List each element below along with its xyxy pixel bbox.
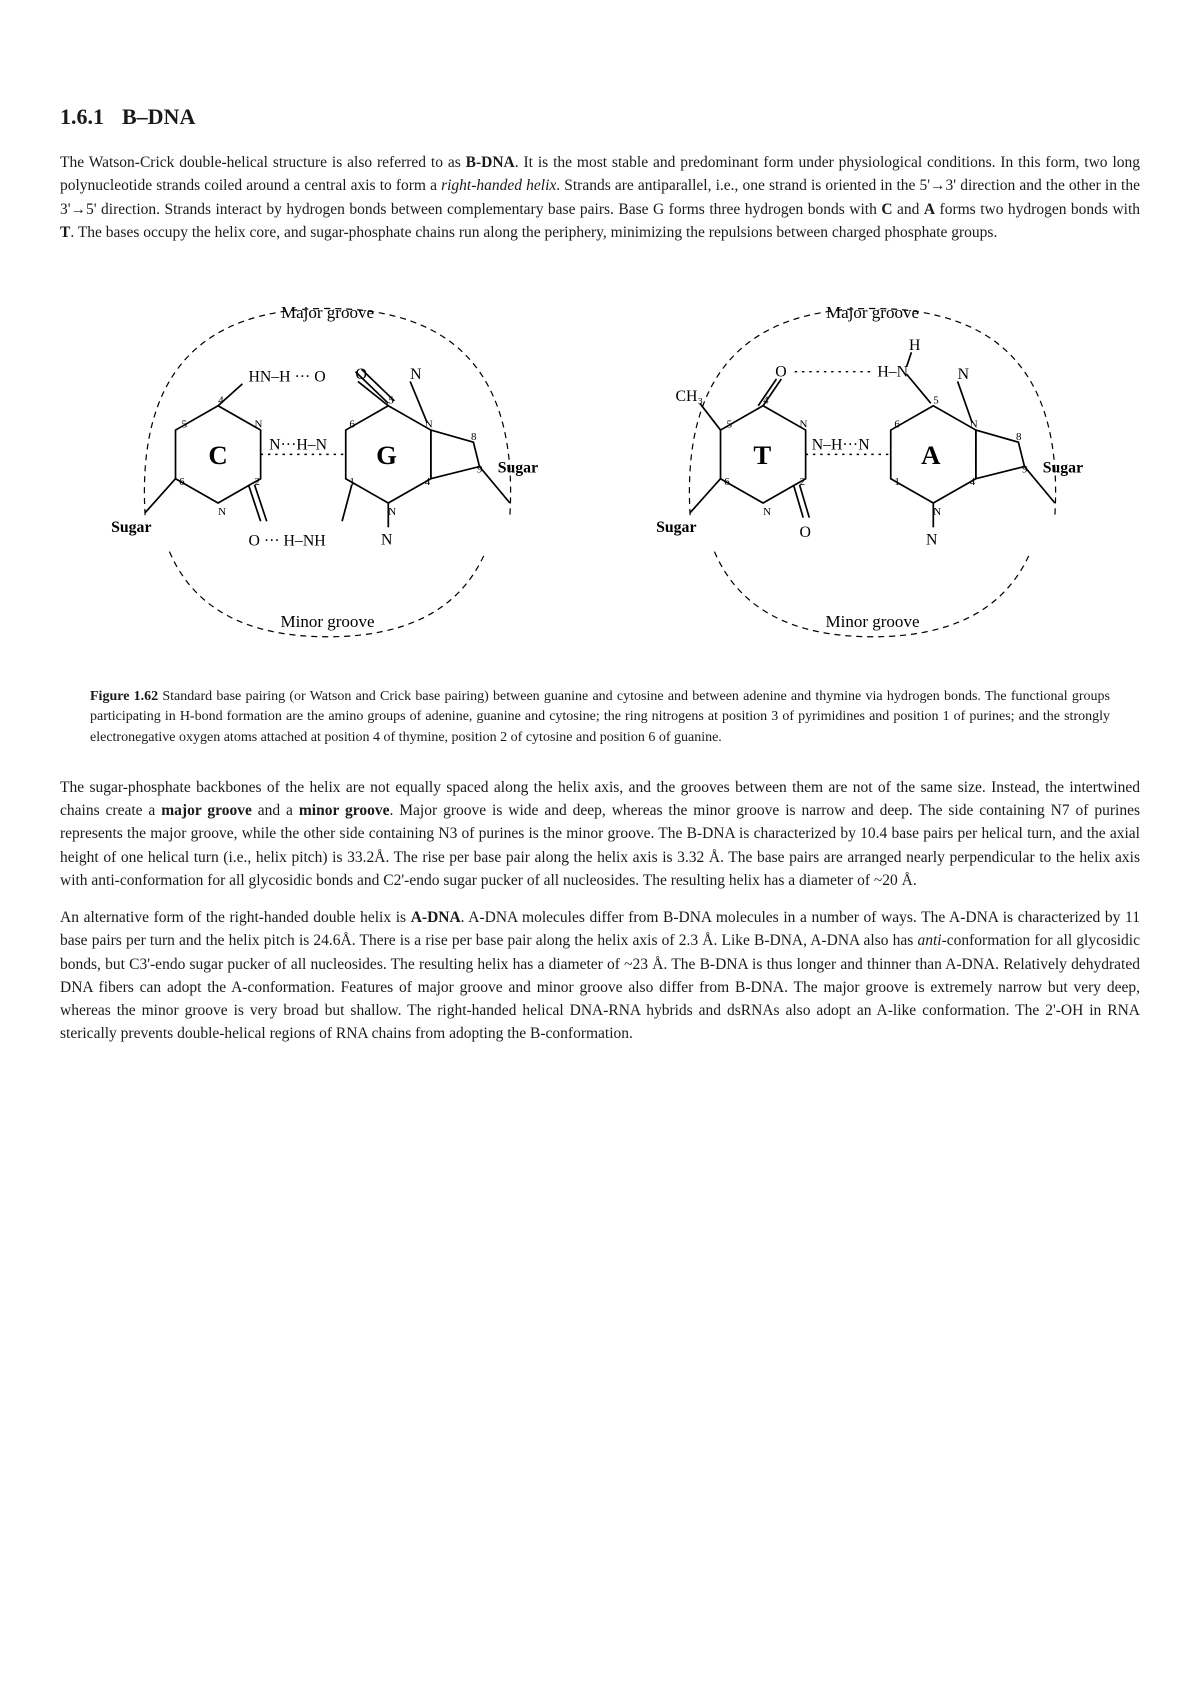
svg-text:O: O [775, 364, 786, 381]
svg-text:Major groove: Major groove [281, 303, 374, 322]
svg-text:Minor groove: Minor groove [280, 612, 374, 631]
svg-text:N: N [763, 506, 771, 518]
svg-text:Major groove: Major groove [826, 303, 919, 322]
section-heading: 1.6.1 B–DNA [60, 100, 1140, 133]
svg-text:4: 4 [970, 476, 976, 488]
diagram-cg: Major groove Minor groove C 5 4 N 2 N 6 … [60, 272, 595, 661]
svg-text:N: N [381, 531, 393, 548]
svg-text:T: T [753, 440, 771, 470]
paragraph-1: The Watson-Crick double-helical structur… [60, 151, 1140, 244]
svg-text:4: 4 [425, 476, 431, 488]
svg-text:H: H [909, 337, 920, 354]
figure-caption: Figure 1.62 Standard base pairing (or Wa… [90, 687, 1110, 748]
paragraph-2: The sugar-phosphate backbones of the hel… [60, 776, 1140, 892]
svg-text:CH₃: CH₃ [676, 388, 703, 405]
paragraph-3: An alternative form of the right-handed … [60, 906, 1140, 1046]
svg-text:5: 5 [182, 419, 188, 431]
svg-text:6: 6 [724, 476, 730, 488]
svg-text:H–N: H–N [877, 364, 908, 381]
panel-cg: Major groove Minor groove C 5 4 N 2 N 6 … [60, 272, 595, 669]
svg-text:8: 8 [471, 431, 477, 443]
svg-text:N: N [958, 366, 970, 383]
svg-text:O: O [800, 524, 811, 541]
svg-text:1: 1 [894, 476, 899, 488]
svg-text:5: 5 [933, 394, 939, 406]
svg-text:Sugar: Sugar [498, 460, 538, 477]
svg-text:Sugar: Sugar [111, 519, 151, 536]
panel-ta: Major groove Minor groove T 5 4 N 2 N 6 … [605, 272, 1140, 669]
svg-text:C: C [208, 440, 227, 470]
section-title: B–DNA [122, 104, 195, 129]
svg-text:Sugar: Sugar [1043, 460, 1083, 477]
svg-text:O ··· H–NH: O ··· H–NH [248, 533, 325, 550]
svg-text:G: G [376, 440, 397, 470]
svg-text:N: N [388, 506, 396, 518]
svg-text:6: 6 [349, 419, 355, 431]
svg-text:N: N [255, 419, 263, 431]
svg-text:A: A [921, 440, 941, 470]
svg-text:N–H···N: N–H···N [812, 437, 870, 454]
svg-text:N: N [933, 506, 941, 518]
svg-text:HN–H ··· O: HN–H ··· O [248, 368, 325, 385]
svg-text:N: N [800, 419, 808, 431]
svg-text:N: N [218, 506, 226, 518]
svg-text:8: 8 [1016, 431, 1022, 443]
svg-text:N···H–N: N···H–N [269, 437, 327, 454]
diagram-ta: Major groove Minor groove T 5 4 N 2 N 6 … [605, 272, 1140, 661]
svg-text:N: N [410, 366, 422, 383]
svg-text:6: 6 [894, 419, 900, 431]
svg-text:Sugar: Sugar [656, 519, 696, 536]
section-number: 1.6.1 [60, 104, 104, 129]
figure-base-pairing: Major groove Minor groove C 5 4 N 2 N 6 … [60, 272, 1140, 669]
svg-text:5: 5 [727, 419, 733, 431]
svg-text:N: N [926, 531, 938, 548]
svg-text:6: 6 [179, 476, 185, 488]
svg-text:Minor groove: Minor groove [825, 612, 919, 631]
